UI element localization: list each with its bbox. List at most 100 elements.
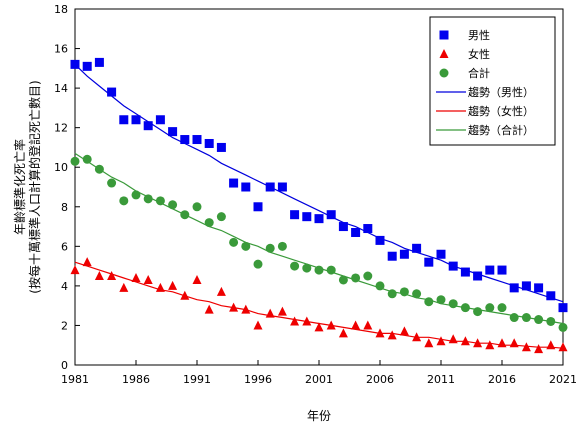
y-axis-title: 年齡標準化死亡率 (按每十萬標準人口計算的登記死亡數目): [12, 80, 42, 293]
x-tick-label: 1991: [183, 373, 211, 386]
data-point-triangle: [460, 336, 470, 346]
legend-marker-triangle: [439, 49, 449, 58]
data-point-square: [351, 227, 361, 237]
data-point-square: [363, 224, 373, 234]
legend-label: 趨勢（男性）: [468, 85, 534, 99]
data-point-circle: [143, 194, 153, 204]
data-point-square: [375, 235, 385, 245]
data-point-circle: [436, 295, 446, 305]
data-point-square: [534, 283, 544, 293]
data-point-triangle: [399, 326, 409, 336]
y-tick-label: 2: [61, 319, 68, 332]
legend-box: [429, 16, 556, 146]
y-tick-label: 18: [54, 3, 68, 16]
y-tick-label: 12: [54, 122, 68, 135]
data-point-triangle: [192, 274, 202, 284]
data-point-triangle: [107, 271, 117, 280]
data-point-circle: [375, 281, 385, 291]
data-point-triangle: [155, 282, 165, 292]
data-point-triangle: [448, 334, 458, 344]
data-point-triangle: [70, 265, 80, 275]
data-point-square: [473, 271, 483, 281]
data-point-square: [94, 57, 104, 67]
data-point-square: [253, 202, 263, 212]
data-point-square: [192, 135, 202, 145]
data-point-square: [546, 291, 556, 301]
x-tick-label: 2011: [427, 373, 455, 386]
data-point-circle: [131, 190, 141, 200]
data-point-circle: [119, 196, 129, 206]
data-point-circle: [448, 299, 458, 309]
data-point-triangle: [143, 274, 153, 284]
data-point-square: [277, 182, 287, 192]
data-point-square: [436, 249, 446, 259]
data-point-triangle: [277, 306, 287, 316]
data-point-circle: [314, 265, 324, 275]
data-point-circle: [509, 313, 519, 323]
data-point-circle: [326, 265, 336, 275]
data-point-square: [290, 210, 300, 220]
data-point-triangle: [546, 340, 556, 350]
data-point-circle: [338, 275, 348, 285]
data-point-square: [497, 265, 507, 275]
data-point-triangle: [326, 320, 336, 330]
data-point-square: [509, 283, 519, 293]
data-point-triangle: [497, 338, 507, 348]
data-point-square: [558, 303, 568, 313]
data-point-circle: [168, 200, 178, 210]
data-point-circle: [412, 289, 422, 299]
x-tick-label: 1986: [122, 373, 150, 386]
data-point-triangle: [351, 320, 361, 330]
data-point-square: [229, 178, 239, 188]
data-point-circle: [241, 241, 251, 251]
data-point-triangle: [558, 342, 568, 352]
data-point-triangle: [265, 308, 275, 318]
data-point-circle: [473, 307, 483, 317]
data-point-circle: [82, 154, 92, 164]
data-point-triangle: [338, 328, 348, 338]
data-point-square: [521, 281, 531, 291]
y-tick-label: 10: [54, 161, 68, 174]
legend-label: 合計: [468, 66, 490, 80]
data-point-circle: [363, 271, 373, 281]
data-point-triangle: [387, 330, 397, 340]
y-tick-label: 8: [61, 201, 68, 214]
data-point-triangle: [509, 338, 519, 348]
data-point-square: [314, 214, 324, 224]
data-point-triangle: [314, 322, 324, 332]
legend-label: 男性: [468, 28, 490, 42]
data-point-square: [485, 265, 495, 275]
data-point-triangle: [290, 316, 300, 326]
data-point-circle: [204, 218, 214, 228]
data-point-square: [143, 121, 153, 131]
data-point-square: [131, 115, 141, 125]
y-axis-title-line-1: 年齡標準化死亡率: [12, 139, 27, 235]
y-tick-label: 14: [54, 82, 68, 95]
data-point-square: [424, 257, 434, 267]
data-point-circle: [387, 289, 397, 299]
legend-marker-circle: [439, 68, 449, 78]
data-point-square: [82, 61, 92, 71]
data-point-square: [387, 251, 397, 261]
data-point-circle: [192, 202, 202, 212]
data-point-circle: [534, 315, 544, 325]
legend-label: 女性: [468, 47, 490, 61]
x-axis-title: 年份: [307, 409, 331, 423]
data-point-circle: [94, 164, 104, 174]
data-point-circle: [70, 156, 80, 166]
x-tick-label: 1996: [244, 373, 272, 386]
data-point-triangle: [82, 257, 92, 267]
data-point-circle: [558, 322, 568, 332]
y-tick-label: 0: [61, 359, 68, 372]
data-point-square: [302, 212, 312, 222]
data-point-triangle: [180, 290, 190, 300]
x-tick-label: 1981: [61, 373, 89, 386]
data-point-triangle: [131, 272, 141, 282]
data-point-square: [180, 135, 190, 145]
x-tick-label: 2001: [305, 373, 333, 386]
data-point-circle: [497, 303, 507, 313]
data-point-circle: [216, 212, 226, 222]
data-point-triangle: [436, 336, 446, 346]
